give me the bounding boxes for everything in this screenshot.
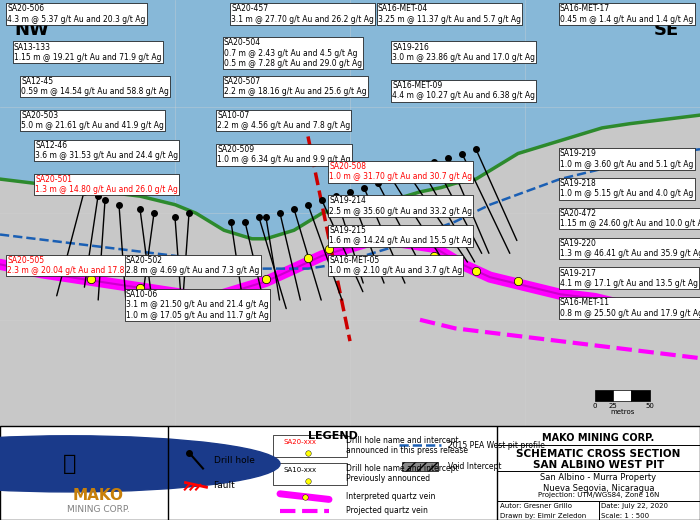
Text: SA12-46
3.6 m @ 31.53 g/t Au and 24.4 g/t Ag: SA12-46 3.6 m @ 31.53 g/t Au and 24.4 g/… — [35, 141, 178, 160]
Text: Scale: 1 : 500: Scale: 1 : 500 — [601, 513, 649, 518]
FancyBboxPatch shape — [273, 463, 346, 485]
Text: Date: July 22, 2020: Date: July 22, 2020 — [601, 503, 668, 509]
Text: SA20-508
1.0 m @ 31.70 g/t Au and 30.7 g/t Ag: SA20-508 1.0 m @ 31.70 g/t Au and 30.7 g… — [329, 162, 472, 181]
Text: SA20-501
1.3 m @ 14.80 g/t Au and 26.0 g/t Ag: SA20-501 1.3 m @ 14.80 g/t Au and 26.0 g… — [35, 175, 178, 194]
Circle shape — [0, 436, 280, 492]
Text: SA10-xxx: SA10-xxx — [284, 466, 316, 473]
Text: SA19-216
3.0 m @ 23.86 g/t Au and 17.0 g/t Ag: SA19-216 3.0 m @ 23.86 g/t Au and 17.0 g… — [392, 43, 535, 62]
Text: Void Intercept: Void Intercept — [448, 462, 501, 471]
Text: SA12-45
0.59 m @ 14.54 g/t Au and 58.8 g/t Ag: SA12-45 0.59 m @ 14.54 g/t Au and 58.8 g… — [21, 77, 169, 96]
Text: SA20-472
1.15 m @ 24.60 g/t Au and 10.0 g/t Ag: SA20-472 1.15 m @ 24.60 g/t Au and 10.0 … — [560, 209, 700, 228]
Text: NW: NW — [14, 21, 49, 40]
Text: SA16-MET-05
1.0 m @ 2.10 g/t Au and 3.7 g/t Ag: SA16-MET-05 1.0 m @ 2.10 g/t Au and 3.7 … — [329, 256, 462, 275]
Bar — [631, 390, 650, 401]
Text: SA16-MET-11
0.8 m @ 25.50 g/t Au and 17.9 g/t Ag: SA16-MET-11 0.8 m @ 25.50 g/t Au and 17.… — [560, 298, 700, 318]
Bar — [595, 390, 613, 401]
Text: 50: 50 — [645, 403, 654, 409]
Text: SA20-509
1.0 m @ 6.34 g/t Au and 9.9 g/t Ag: SA20-509 1.0 m @ 6.34 g/t Au and 9.9 g/t… — [217, 145, 351, 164]
Text: SCHEMATIC CROSS SECTION
SAN ALBINO WEST PIT: SCHEMATIC CROSS SECTION SAN ALBINO WEST … — [517, 449, 680, 471]
Text: SE: SE — [654, 21, 679, 40]
Text: SA16-MET-17
0.45 m @ 1.4 g/t Au and 1.4 g/t Ag: SA16-MET-17 0.45 m @ 1.4 g/t Au and 1.4 … — [560, 4, 694, 24]
Text: SA20-457
3.1 m @ 27.70 g/t Au and 26.2 g/t Ag: SA20-457 3.1 m @ 27.70 g/t Au and 26.2 g… — [231, 4, 374, 24]
Text: SA20-502
2.8 m @ 4.69 g/t Au and 7.3 g/t Ag: SA20-502 2.8 m @ 4.69 g/t Au and 7.3 g/t… — [126, 256, 260, 275]
Text: SA10-07
2.2 m @ 4.56 g/t Au and 7.8 g/t Ag: SA10-07 2.2 m @ 4.56 g/t Au and 7.8 g/t … — [217, 111, 350, 131]
Text: SA20-507
2.2 m @ 18.16 g/t Au and 25.6 g/t Ag: SA20-507 2.2 m @ 18.16 g/t Au and 25.6 g… — [224, 77, 367, 96]
Bar — [402, 462, 438, 471]
Text: SA20-505
2.3 m @ 20.04 g/t Au and 17.8 g/t Ag: SA20-505 2.3 m @ 20.04 g/t Au and 17.8 g… — [7, 256, 150, 275]
Text: Drill hole name and intercept
announced in this press release: Drill hole name and intercept announced … — [346, 436, 468, 456]
Text: Drawn by: Eimir Zeledon: Drawn by: Eimir Zeledon — [500, 513, 587, 518]
Text: MINING CORP.: MINING CORP. — [66, 505, 130, 514]
Text: 25: 25 — [609, 403, 617, 409]
Text: SA20-xxx: SA20-xxx — [284, 438, 316, 445]
Text: MAKO MINING CORP.: MAKO MINING CORP. — [542, 433, 654, 443]
Text: SA19-214
2.5 m @ 35.60 g/t Au and 33.2 g/t Ag: SA19-214 2.5 m @ 35.60 g/t Au and 33.2 g… — [329, 196, 472, 216]
Text: Fault: Fault — [214, 481, 235, 490]
Text: San Albino - Murra Property
Nueva Segovia, Nicaragua: San Albino - Murra Property Nueva Segovi… — [540, 473, 657, 492]
Text: 0: 0 — [593, 403, 597, 409]
FancyBboxPatch shape — [273, 435, 346, 457]
Text: Interpreted quartz vein: Interpreted quartz vein — [346, 492, 436, 501]
Text: SA19-220
1.3 m @ 46.41 g/t Au and 35.9 g/t Ag: SA19-220 1.3 m @ 46.41 g/t Au and 35.9 g… — [560, 239, 700, 258]
Text: SA10-06
3.1 m @ 21.50 g/t Au and 21.4 g/t Ag
1.0 m @ 17.05 g/t Au and 11.7 g/t A: SA10-06 3.1 m @ 21.50 g/t Au and 21.4 g/… — [126, 290, 269, 320]
Text: 2015 PEA West pit profile: 2015 PEA West pit profile — [448, 440, 545, 450]
Text: LEGEND: LEGEND — [307, 431, 358, 441]
Text: SA19-218
1.0 m @ 5.15 g/t Au and 4.0 g/t Ag: SA19-218 1.0 m @ 5.15 g/t Au and 4.0 g/t… — [560, 179, 694, 199]
Text: metros: metros — [610, 409, 634, 415]
Text: SA16-MET-09
4.4 m @ 10.27 g/t Au and 6.38 g/t Ag: SA16-MET-09 4.4 m @ 10.27 g/t Au and 6.3… — [392, 81, 535, 100]
Text: Drill hole name and intercept
Previously announced: Drill hole name and intercept Previously… — [346, 464, 459, 484]
Text: MAKO: MAKO — [73, 488, 123, 503]
Text: SA20-504
0.7 m @ 2.43 g/t Au and 4.5 g/t Ag
0.5 m @ 7.28 g/t Au and 29.0 g/t Ag: SA20-504 0.7 m @ 2.43 g/t Au and 4.5 g/t… — [224, 38, 362, 68]
Text: Autor: Gresner Grillo: Autor: Gresner Grillo — [500, 503, 573, 509]
Text: SA20-503
5.0 m @ 21.61 g/t Au and 41.9 g/t Ag: SA20-503 5.0 m @ 21.61 g/t Au and 41.9 g… — [21, 111, 164, 131]
Text: SA20-506
4.3 m @ 5.37 g/t Au and 20.3 g/t Ag: SA20-506 4.3 m @ 5.37 g/t Au and 20.3 g/… — [7, 4, 146, 24]
Text: Projection: UTM/WGS84, Zone 16N: Projection: UTM/WGS84, Zone 16N — [538, 492, 659, 498]
Text: SA16-MET-04
3.25 m @ 11.37 g/t Au and 5.7 g/t Ag: SA16-MET-04 3.25 m @ 11.37 g/t Au and 5.… — [378, 4, 521, 24]
Text: SA19-215
1.6 m @ 14.24 g/t Au and 15.5 g/t Ag: SA19-215 1.6 m @ 14.24 g/t Au and 15.5 g… — [329, 226, 472, 245]
Text: Projected quartz vein: Projected quartz vein — [346, 506, 428, 515]
Bar — [613, 390, 631, 401]
Text: 🦈: 🦈 — [63, 454, 77, 474]
Text: Drill hole: Drill hole — [214, 456, 254, 465]
Polygon shape — [0, 0, 700, 426]
Text: SA19-219
1.0 m @ 3.60 g/t Au and 5.1 g/t Ag: SA19-219 1.0 m @ 3.60 g/t Au and 5.1 g/t… — [560, 149, 694, 168]
Polygon shape — [0, 115, 700, 426]
Text: SA13-133
1.15 m @ 19.21 g/t Au and 71.9 g/t Ag: SA13-133 1.15 m @ 19.21 g/t Au and 71.9 … — [14, 43, 162, 62]
Text: SA19-217
4.1 m @ 17.1 g/t Au and 13.5 g/t Ag: SA19-217 4.1 m @ 17.1 g/t Au and 13.5 g/… — [560, 269, 698, 288]
